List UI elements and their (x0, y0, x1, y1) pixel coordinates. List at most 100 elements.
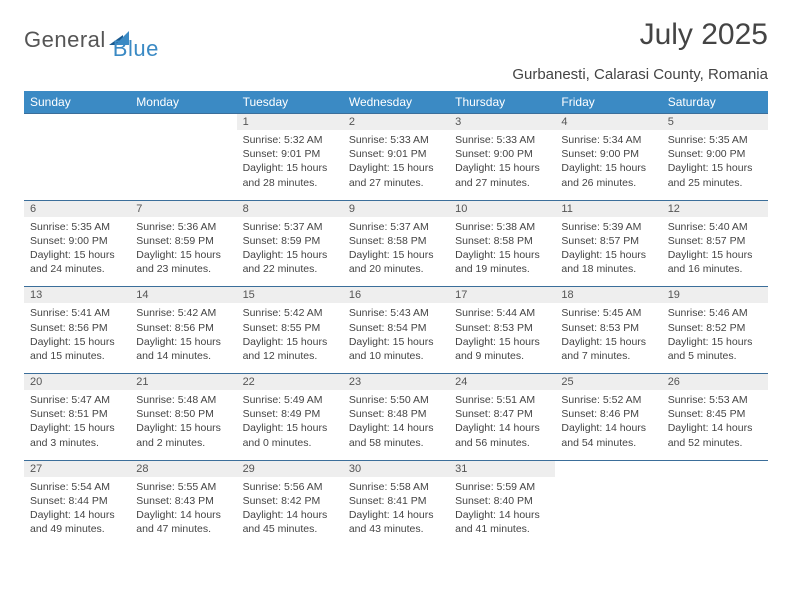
day-number-cell: 6 (24, 200, 130, 217)
daylight-line: Daylight: 15 hours and 10 minutes. (349, 335, 443, 363)
sunrise-line: Sunrise: 5:45 AM (561, 306, 655, 320)
day-number-cell: 26 (662, 374, 768, 391)
sunset-line: Sunset: 8:59 PM (136, 234, 230, 248)
day-content-cell: Sunrise: 5:47 AMSunset: 8:51 PMDaylight:… (24, 390, 130, 460)
sunrise-line: Sunrise: 5:49 AM (243, 393, 337, 407)
day-number-cell: 13 (24, 287, 130, 304)
sunset-line: Sunset: 8:57 PM (668, 234, 762, 248)
sunset-line: Sunset: 8:55 PM (243, 321, 337, 335)
day-number-cell: 9 (343, 200, 449, 217)
day-number-cell: 30 (343, 460, 449, 477)
day-content-cell: Sunrise: 5:53 AMSunset: 8:45 PMDaylight:… (662, 390, 768, 460)
weekday-header: Tuesday (237, 91, 343, 114)
day-content-row: Sunrise: 5:35 AMSunset: 9:00 PMDaylight:… (24, 217, 768, 287)
sunrise-line: Sunrise: 5:35 AM (30, 220, 124, 234)
day-content-row: Sunrise: 5:32 AMSunset: 9:01 PM Daylight:… (24, 130, 768, 200)
weekday-header: Sunday (24, 91, 130, 114)
daylight-line: Daylight: 15 hours and 27 minutes. (349, 161, 443, 189)
day-number-cell: 11 (555, 200, 661, 217)
sunset-line: Sunset: 8:49 PM (243, 407, 337, 421)
sunset-line: Sunset: 8:58 PM (349, 234, 443, 248)
day-content-cell: Sunrise: 5:41 AMSunset: 8:56 PMDaylight:… (24, 303, 130, 373)
day-content-cell: Sunrise: 5:54 AMSunset: 8:44 PMDaylight:… (24, 477, 130, 547)
sunrise-line: Sunrise: 5:48 AM (136, 393, 230, 407)
sunset-line: Sunset: 9:00 PM (30, 234, 124, 248)
day-number-cell: 1 (237, 114, 343, 131)
sunset-line: Sunset: 8:54 PM (349, 321, 443, 335)
day-number-cell: 2 (343, 114, 449, 131)
day-content-cell: Sunrise: 5:37 AMSunset: 8:59 PMDaylight:… (237, 217, 343, 287)
day-content-cell (24, 130, 130, 200)
weekday-header-row: SundayMondayTuesdayWednesdayThursdayFrid… (24, 91, 768, 114)
sunrise-line: Sunrise: 5:32 AM (243, 133, 337, 147)
daylight-line: Daylight: 15 hours and 12 minutes. (243, 335, 337, 363)
daylight-line: Daylight: 15 hours and 18 minutes. (561, 248, 655, 276)
day-number-cell: 23 (343, 374, 449, 391)
day-content-cell: Sunrise: 5:51 AMSunset: 8:47 PMDaylight:… (449, 390, 555, 460)
day-number-cell: 16 (343, 287, 449, 304)
day-content-cell: Sunrise: 5:55 AMSunset: 8:43 PMDaylight:… (130, 477, 236, 547)
day-number-cell: 27 (24, 460, 130, 477)
day-number-cell: 7 (130, 200, 236, 217)
day-number-row: 6789101112 (24, 200, 768, 217)
sunrise-line: Sunrise: 5:44 AM (455, 306, 549, 320)
weekday-header: Saturday (662, 91, 768, 114)
day-number-cell: 10 (449, 200, 555, 217)
day-number-cell: 8 (237, 200, 343, 217)
day-number-cell: 20 (24, 374, 130, 391)
sunset-line: Sunset: 9:00 PM (455, 147, 549, 161)
day-number-cell: 21 (130, 374, 236, 391)
page-title: July 2025 (640, 18, 768, 52)
day-number-cell: 22 (237, 374, 343, 391)
sunrise-line: Sunrise: 5:54 AM (30, 480, 124, 494)
day-number-cell: 5 (662, 114, 768, 131)
day-content-cell: Sunrise: 5:39 AMSunset: 8:57 PMDaylight:… (555, 217, 661, 287)
daylight-line: Daylight: 15 hours and 24 minutes. (30, 248, 124, 276)
day-number-cell: 3 (449, 114, 555, 131)
sunset-line: Sunset: 9:01 PM (243, 147, 337, 161)
sunset-line: Sunset: 8:52 PM (668, 321, 762, 335)
sunset-line: Sunset: 8:46 PM (561, 407, 655, 421)
sunset-line: Sunset: 8:48 PM (349, 407, 443, 421)
sunrise-line: Sunrise: 5:55 AM (136, 480, 230, 494)
sunset-line: Sunset: 8:59 PM (243, 234, 337, 248)
sunrise-line: Sunrise: 5:50 AM (349, 393, 443, 407)
day-number-cell: 29 (237, 460, 343, 477)
day-number-cell: 15 (237, 287, 343, 304)
daylight-line: Daylight: 14 hours and 45 minutes. (243, 508, 337, 536)
sunset-line: Sunset: 8:58 PM (455, 234, 549, 248)
sunrise-line: Sunrise: 5:42 AM (136, 306, 230, 320)
daylight-line: Daylight: 15 hours and 16 minutes. (668, 248, 762, 276)
sunrise-line: Sunrise: 5:42 AM (243, 306, 337, 320)
day-number-cell: 14 (130, 287, 236, 304)
day-content-cell: Sunrise: 5:52 AMSunset: 8:46 PMDaylight:… (555, 390, 661, 460)
daylight-line: Daylight: 15 hours and 7 minutes. (561, 335, 655, 363)
sunset-line: Sunset: 8:57 PM (561, 234, 655, 248)
sunrise-line: Sunrise: 5:47 AM (30, 393, 124, 407)
day-content-cell: Sunrise: 5:33 AMSunset: 9:01 PMDaylight:… (343, 130, 449, 200)
sunset-line: Sunset: 8:42 PM (243, 494, 337, 508)
sunset-line: Sunset: 8:51 PM (30, 407, 124, 421)
daylight-line: Daylight: 15 hours and 15 minutes. (30, 335, 124, 363)
daylight-line: Daylight: 14 hours and 54 minutes. (561, 421, 655, 449)
day-content-cell: Sunrise: 5:40 AMSunset: 8:57 PMDaylight:… (662, 217, 768, 287)
day-number-row: 12345 (24, 114, 768, 131)
daylight-line: Daylight: 14 hours and 52 minutes. (668, 421, 762, 449)
day-content-cell: Sunrise: 5:38 AMSunset: 8:58 PMDaylight:… (449, 217, 555, 287)
sunrise-line: Sunrise: 5:35 AM (668, 133, 762, 147)
day-number-cell (130, 114, 236, 131)
daylight-line: Daylight: 14 hours and 43 minutes. (349, 508, 443, 536)
sunrise-line: Sunrise: 5:56 AM (243, 480, 337, 494)
day-number-cell: 4 (555, 114, 661, 131)
day-content-row: Sunrise: 5:47 AMSunset: 8:51 PM Daylight:… (24, 390, 768, 460)
day-number-row: 20212223242526 (24, 374, 768, 391)
daylight-line: Daylight: 15 hours and 25 minutes. (668, 161, 762, 189)
day-content-cell: Sunrise: 5:42 AMSunset: 8:55 PMDaylight:… (237, 303, 343, 373)
day-content-cell: Sunrise: 5:34 AMSunset: 9:00 PMDaylight:… (555, 130, 661, 200)
day-content-cell: Sunrise: 5:50 AMSunset: 8:48 PMDaylight:… (343, 390, 449, 460)
sunset-line: Sunset: 9:00 PM (668, 147, 762, 161)
location-text: Gurbanesti, Calarasi County, Romania (24, 66, 768, 83)
day-content-cell: Sunrise: 5:49 AMSunset: 8:49 PMDaylight:… (237, 390, 343, 460)
day-content-cell: Sunrise: 5:42 AMSunset: 8:56 PMDaylight:… (130, 303, 236, 373)
daylight-line: Daylight: 15 hours and 26 minutes. (561, 161, 655, 189)
